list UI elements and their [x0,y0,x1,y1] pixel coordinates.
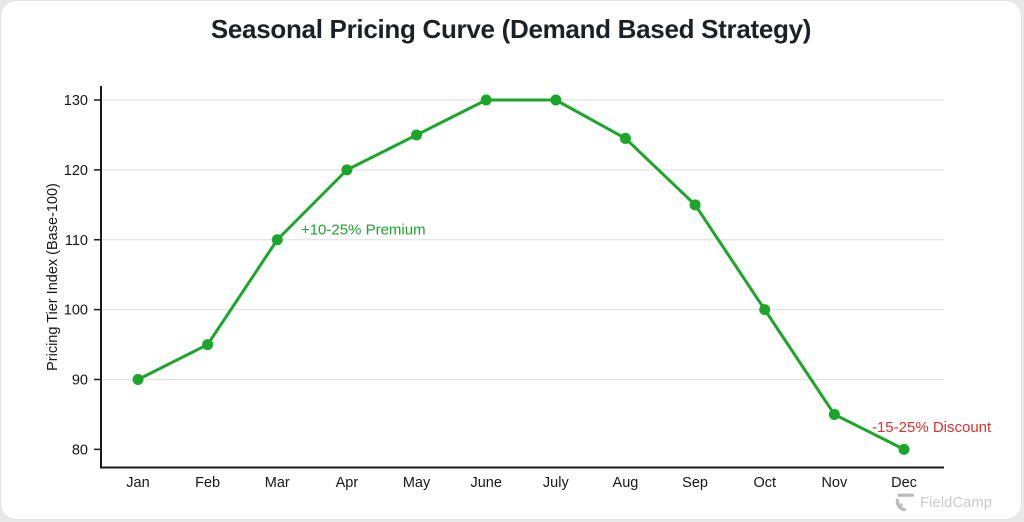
x-tick-label: Sep [682,475,708,491]
x-tick-label: Oct [753,475,776,491]
data-point-sep [689,199,701,211]
data-point-feb [202,339,214,351]
fieldcamp-logo-text: FieldCamp [920,494,992,511]
pricing-curve-line [136,98,906,451]
x-tick-label: Mar [265,475,290,491]
data-point-apr [341,164,353,176]
x-tick-label: Jan [126,475,149,491]
chart-title: Seasonal Pricing Curve (Demand Based Str… [210,14,812,44]
x-tick-label: Apr [336,475,359,491]
data-point-may [411,129,423,141]
x-tick-label: July [543,475,570,491]
y-tick-label: 90 [72,373,88,389]
y-tick-label: 120 [64,163,88,179]
data-point-jan [132,374,144,385]
fieldcamp-logo: FieldCamp [894,492,992,513]
data-point-july [550,94,562,106]
data-point-dec [898,443,910,455]
data-point-oct [759,304,771,316]
data-point-nov [828,408,840,420]
y-tick-label: 100 [64,303,88,319]
x-tick-label: Feb [195,475,220,491]
x-tick-label: Nov [821,475,848,491]
y-tick-label: 110 [65,233,88,249]
discount-annotation: -15-25% Discount [872,419,992,436]
data-point-june [480,94,492,106]
data-point-aug [619,132,631,144]
x-tick-label: May [403,475,431,491]
x-tick-label: Aug [613,475,639,491]
fieldcamp-f-icon [895,493,915,512]
premium-annotation: +10-25% Premium [301,221,426,238]
x-tick-label: June [470,475,501,491]
y-tick-label: 80 [72,442,88,458]
y-tick-label: 130 [64,93,88,109]
data-point-mar [271,234,283,246]
x-tick-label: Dec [891,475,917,491]
y-axis-title: Pricing Tier Index (Base-100) [45,183,61,371]
